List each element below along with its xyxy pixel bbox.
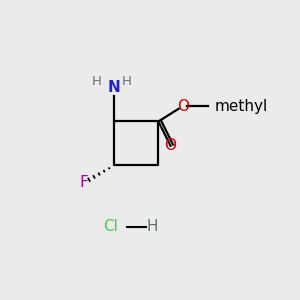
Text: H: H [92, 74, 102, 88]
Text: N: N [108, 80, 121, 95]
Text: O: O [177, 99, 189, 114]
Text: O: O [164, 138, 176, 153]
Text: methyl: methyl [214, 99, 268, 114]
Text: Cl: Cl [103, 219, 118, 234]
Text: F: F [80, 175, 88, 190]
Text: H: H [147, 219, 158, 234]
Text: H: H [122, 74, 132, 88]
